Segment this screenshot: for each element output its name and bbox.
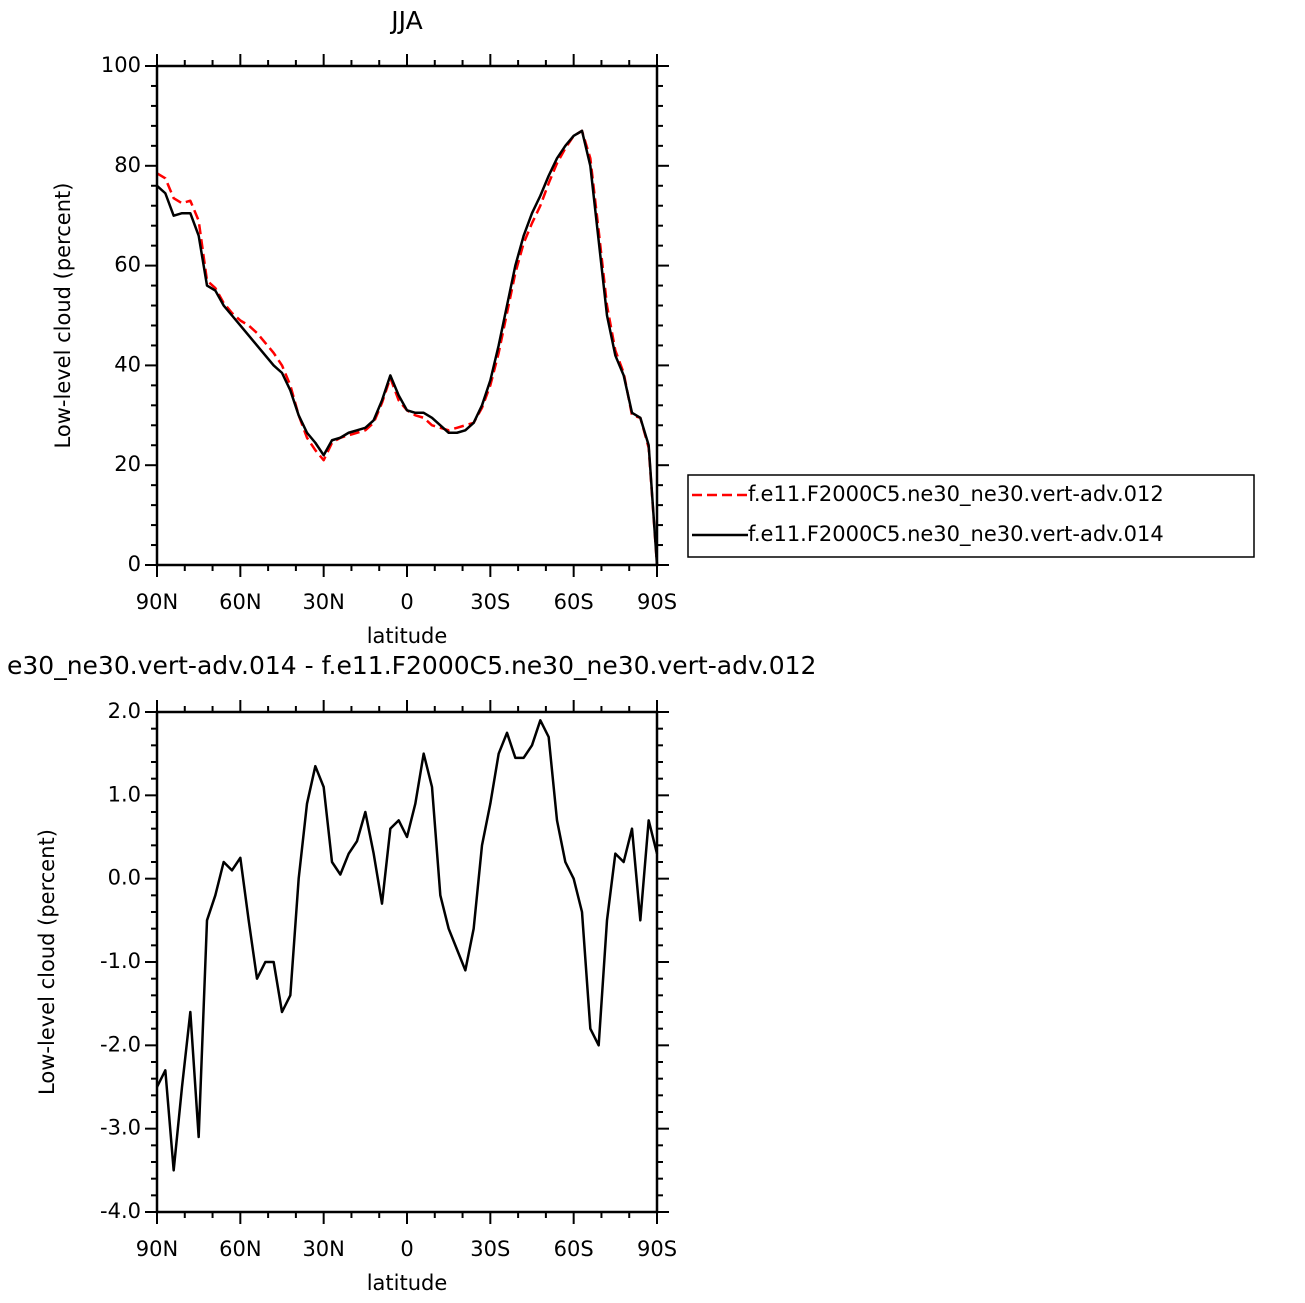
y-tick-label: 40 (114, 352, 141, 376)
x-tick-label: 90N (136, 1237, 178, 1261)
y-tick-label: 20 (114, 452, 141, 476)
y-tick-label: 0.0 (108, 866, 141, 890)
y-tick-label: 2.0 (108, 699, 141, 723)
chart-title: JJA (389, 6, 422, 35)
y-tick-label: 60 (114, 253, 141, 277)
data-line (155, 719, 659, 1172)
x-tick-label: 30S (470, 590, 510, 614)
x-axis-label: latitude (367, 1271, 448, 1295)
x-tick-label: 60N (219, 1237, 261, 1261)
y-tick-label: 80 (114, 153, 141, 177)
y-tick-label: -4.0 (100, 1199, 141, 1223)
x-tick-label: 60S (554, 590, 594, 614)
x-axis-label: latitude (367, 624, 448, 648)
y-axis-label: Low-level cloud (percent) (35, 829, 59, 1095)
legend-box (687, 474, 1255, 558)
x-tick-label: 60N (219, 590, 261, 614)
y-tick-label: 1.0 (108, 782, 141, 806)
x-tick-label: 90S (637, 1237, 677, 1261)
y-tick-label: -3.0 (100, 1116, 141, 1140)
y-tick-label: -1.0 (100, 949, 141, 973)
x-tick-label: 60S (554, 1237, 594, 1261)
data-line (156, 129, 659, 566)
data-line (156, 129, 659, 566)
y-tick-label: 0 (128, 552, 141, 576)
legend-label: f.e11.F2000C5.ne30_ne30.vert-adv.012 (748, 482, 1164, 507)
y-tick-label: -2.0 (100, 1032, 141, 1056)
x-tick-label: 30S (470, 1237, 510, 1261)
legend-label: f.e11.F2000C5.ne30_ne30.vert-adv.014 (748, 522, 1164, 547)
plot-frame (155, 710, 659, 1214)
y-axis-label: Low-level cloud (percent) (51, 183, 75, 449)
y-tick-label: 100 (101, 53, 141, 77)
x-tick-label: 90S (637, 590, 677, 614)
x-tick-label: 90N (136, 590, 178, 614)
x-tick-label: 30N (302, 1237, 344, 1261)
plot-frame (155, 64, 659, 567)
chart-title: e30_ne30.vert-adv.014 - f.e11.F2000C5.ne… (7, 651, 816, 680)
x-tick-label: 0 (400, 590, 413, 614)
x-tick-label: 0 (400, 1237, 413, 1261)
x-tick-label: 30N (302, 590, 344, 614)
